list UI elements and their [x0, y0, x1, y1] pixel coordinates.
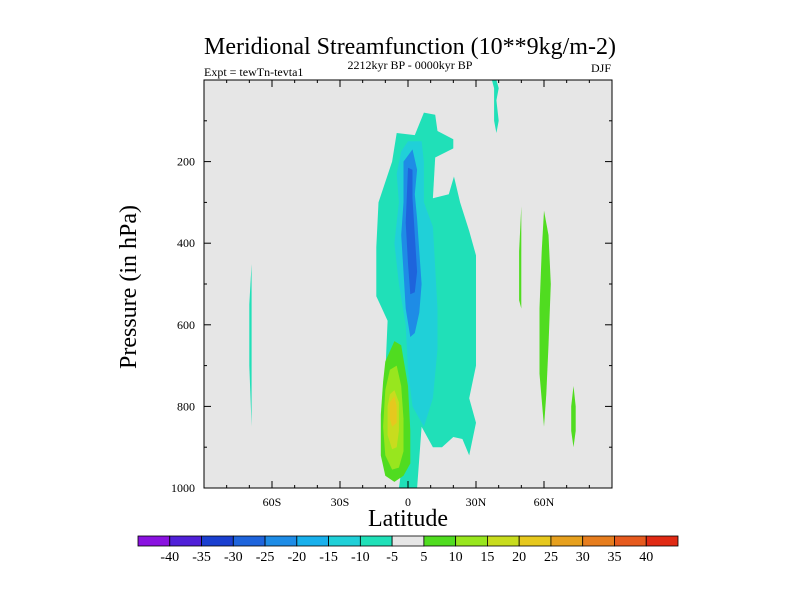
x-tick-label: 30N — [466, 495, 487, 509]
region-ridge-positive-patch — [432, 147, 461, 199]
colorbar-swatch — [169, 535, 202, 547]
colorbar-swatch — [455, 535, 488, 547]
y-tick-label: 800 — [177, 399, 195, 413]
region-southern-negative-sliver — [249, 263, 252, 427]
colorbar-label: 25 — [544, 550, 558, 565]
x-tick-label: 60N — [534, 495, 555, 509]
colorbar-label: 5 — [420, 550, 427, 565]
x-tick-label: 60S — [263, 495, 282, 509]
colorbar-swatch — [614, 535, 647, 547]
colorbar-label: -10 — [351, 550, 370, 565]
colorbar-swatch — [201, 535, 234, 547]
y-tick-label: 200 — [177, 155, 195, 169]
colorbar-swatch — [232, 535, 266, 547]
x-axis-title: Latitude — [368, 506, 448, 532]
colorbar-swatch — [518, 535, 552, 547]
axes: 60S 30S 0 30N 60N 200 400 600 800 1000 — [171, 80, 612, 509]
x-tick-label: 0 — [405, 495, 411, 509]
colorbar-swatch — [296, 535, 329, 547]
colorbar-swatch — [359, 535, 393, 547]
colorbar-label: -35 — [192, 550, 211, 565]
colorbar-label: 15 — [480, 550, 494, 565]
y-tick-label: 600 — [177, 318, 195, 332]
colorbar-swatch — [137, 535, 171, 547]
chart-title: Meridional Streamfunction (10**9kg/m-2) — [204, 34, 616, 60]
colorbar-label: -20 — [287, 550, 306, 565]
colorbar-label: 10 — [449, 550, 463, 565]
colorbar-swatch — [487, 535, 520, 547]
region-equatorial-positive-cell-core — [389, 396, 397, 427]
experiment-label: Expt = tewTn-tevta1 — [204, 65, 303, 79]
region-northern-positive-cell-b — [519, 206, 522, 309]
season-label: DJF — [591, 61, 611, 75]
colorbar-swatch — [423, 535, 457, 547]
y-tick-label: 400 — [177, 236, 195, 250]
region-tropical-negative-cell-max — [405, 167, 418, 295]
colorbar-label: 35 — [607, 550, 621, 565]
region-upper-negative-sliver — [491, 80, 499, 133]
colorbar-swatch — [391, 535, 425, 547]
colorbar-swatch — [582, 535, 615, 547]
colorbar-label: -15 — [319, 550, 338, 565]
colorbar-label: 30 — [576, 550, 590, 565]
contour-regions — [249, 80, 576, 488]
colorbar-swatch — [328, 535, 361, 547]
region-northern-positive-cell-a — [539, 210, 551, 427]
colorbar-label: -5 — [386, 550, 398, 565]
colorbar-swatch — [645, 535, 679, 547]
colorbar-swatch — [264, 535, 298, 547]
time-period-label: 2212kyr BP - 0000kyr BP — [348, 58, 473, 72]
colorbar-label: 40 — [639, 550, 653, 565]
colorbar-label: -25 — [256, 550, 275, 565]
colorbar-label: -40 — [160, 550, 179, 565]
region-northern-positive-cell-c — [571, 386, 576, 448]
colorbar-label: 20 — [512, 550, 526, 565]
y-tick-label: 1000 — [171, 481, 195, 495]
colorbar-label: -30 — [224, 550, 243, 565]
y-axis-title: Pressure (in hPa) — [116, 205, 142, 369]
colorbar: -40 -35 -30 -25 -20 -15 -10 -5 5 10 15 20 25 30 35 40 — [137, 535, 679, 565]
x-tick-label: 30S — [331, 495, 350, 509]
colorbar-swatch — [550, 535, 584, 547]
